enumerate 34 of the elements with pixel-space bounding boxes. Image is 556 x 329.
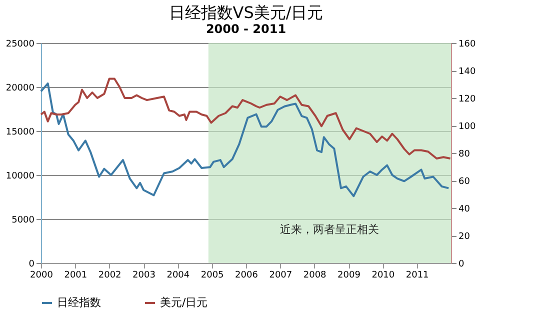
chart-title: 日经指数VS美元/日元: [168, 3, 324, 22]
x-tick-label: 2007: [269, 270, 292, 280]
chart-subtitle: 2000 - 2011: [206, 22, 286, 36]
x-tick-label: 2010: [372, 270, 395, 280]
y-tick-label: 10000: [6, 172, 35, 182]
y2-tick-label: 120: [458, 94, 476, 104]
x-tick-label: 2009: [338, 270, 361, 280]
y-tick-label: 25000: [6, 40, 35, 50]
y-tick-label: 15000: [6, 128, 35, 138]
y-tick-label: 0: [28, 260, 35, 270]
x-tick-label: 2005: [200, 270, 224, 280]
x-tick-label: 2003: [132, 270, 156, 280]
y2-tick-label: 100: [458, 122, 476, 132]
x-tick-label: 2001: [64, 270, 88, 280]
x-tick-label: 2008: [303, 270, 327, 280]
x-tick-label: 2000: [30, 270, 54, 280]
y2-tick-label: 20: [458, 232, 470, 242]
y2-tick-label: 160: [458, 40, 476, 50]
legend-label: 美元/日元: [160, 296, 208, 309]
line-series: [40, 82, 450, 198]
line-series: [40, 78, 452, 160]
legend-label: 日经指数: [57, 296, 101, 309]
x-tick-label: 2004: [166, 270, 190, 280]
y2-tick-label: 140: [458, 67, 476, 77]
annotation: 近来，两者呈正相关: [280, 223, 380, 236]
y2-tick-label: 0: [458, 260, 464, 270]
y2-tick-label: 60: [458, 177, 470, 187]
x-tick-label: 2011: [406, 270, 429, 280]
y-tick-label: 5000: [12, 216, 35, 226]
y-tick-label: 20000: [6, 84, 35, 94]
y2-tick-label: 80: [458, 150, 470, 160]
x-tick-label: 2006: [235, 270, 258, 280]
x-tick-label: 2002: [98, 270, 122, 280]
y2-tick-label: 40: [458, 204, 470, 214]
